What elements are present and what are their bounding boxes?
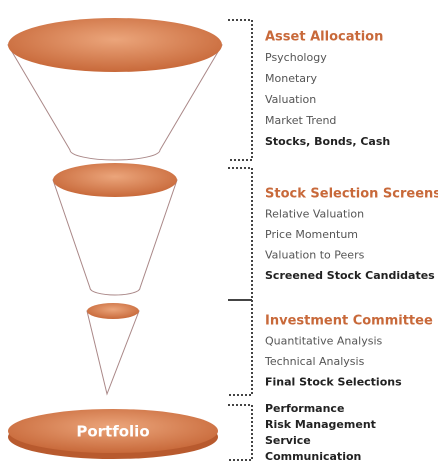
section-title: Investment Committee <box>265 314 433 329</box>
section-item: Valuation to Peers <box>265 249 365 262</box>
labels: Asset Allocation Psychology Monetary Valuat… <box>264 30 438 464</box>
portfolio-item: Communication <box>265 450 361 461</box>
portfolio-item: Service <box>265 434 311 447</box>
section-result: Final Stock Selections <box>265 376 402 389</box>
brackets <box>228 19 253 461</box>
section-item: Technical Analysis <box>264 355 365 368</box>
portfolio-item: Performance <box>265 402 344 415</box>
section-result: Stocks, Bonds, Cash <box>265 135 390 148</box>
portfolio-item: Risk Management <box>265 418 376 431</box>
portfolio-label: Portfolio <box>76 423 149 441</box>
section-title: Asset Allocation <box>265 30 383 45</box>
section-item: Market Trend <box>265 114 336 127</box>
section-item: Quantitative Analysis <box>265 335 382 348</box>
section-result: Screened Stock Candidates <box>265 269 435 282</box>
funnels: Portfolio <box>7 18 223 459</box>
section-item: Psychology <box>265 51 327 64</box>
section-title: Stock Selection Screens <box>265 187 438 202</box>
section-item: Price Momentum <box>265 228 358 241</box>
section-item: Valuation <box>265 93 316 106</box>
section-item: Relative Valuation <box>265 208 364 221</box>
section-item: Monetary <box>265 72 318 85</box>
